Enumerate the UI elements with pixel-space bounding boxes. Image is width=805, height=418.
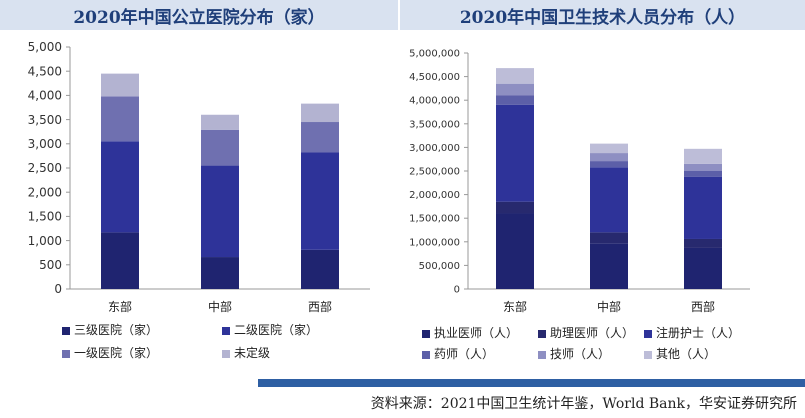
x-category-label: 中部 [597, 299, 621, 314]
y-tick-label: 3,000,000 [409, 143, 460, 154]
legend-label: 三级医院（家） [74, 322, 158, 337]
legend-swatch [422, 330, 430, 338]
y-tick-label: 1,500 [28, 210, 62, 224]
footer-divider [258, 379, 805, 387]
health-staff-distribution-chart: 0 500,000 1,000,000 1,500,000 2,000,000 2,500… [409, 49, 750, 361]
legend-swatch [222, 350, 230, 358]
legend-label: 其他（人） [656, 347, 716, 361]
bar-segment [496, 213, 534, 289]
source-note: 资料来源：2021中国卫生统计年鉴，World Bank，华安证券研究所 [370, 396, 797, 412]
bar-segment [684, 148, 722, 164]
bar-segment [496, 201, 534, 214]
y-tick-label: 1,500,000 [409, 214, 460, 225]
hospital-distribution-chart: 0 500 1,000 1,500 2,000 2,500 3,000 3,500 4,000 4… [28, 40, 370, 360]
y-tick-label: 1,000,000 [409, 237, 460, 248]
bar-segment [684, 176, 722, 239]
y-tick-label: 2,000,000 [409, 190, 460, 201]
y-tick-label: 0 [54, 282, 62, 296]
y-tick-label: 4,500,000 [409, 72, 460, 83]
bar-segment [496, 104, 534, 202]
bar-segment [590, 167, 628, 233]
x-category-label: 西部 [308, 299, 332, 314]
bar-segment [590, 143, 628, 154]
bar-segment [201, 257, 239, 289]
bar-segment [684, 171, 722, 177]
y-tick-label: 500 [39, 258, 62, 272]
y-tick-label: 3,500,000 [409, 119, 460, 130]
y-tick-label: 1,000 [28, 234, 62, 248]
legend-swatch [422, 351, 430, 359]
x-category-label: 中部 [208, 299, 232, 314]
legend-label: 执业医师（人） [434, 326, 518, 340]
y-tick-label: 2,500 [28, 161, 62, 175]
left-chart-title: 2020年中国公立医院分布（家） [0, 0, 398, 30]
x-category-label: 西部 [691, 299, 715, 314]
y-tick-label: 5,000,000 [409, 49, 460, 60]
legend-label: 一级医院（家） [74, 345, 158, 360]
y-tick-label: 2,500,000 [409, 167, 460, 178]
bar-segment [301, 103, 339, 123]
bar-segment [301, 122, 339, 153]
bar-segment [101, 73, 139, 97]
legend-label: 二级医院（家） [234, 322, 318, 337]
bar-segment [201, 165, 239, 258]
legend-label: 未定级 [234, 345, 270, 360]
y-tick-label: 4,000 [28, 89, 62, 103]
y-tick-label: 3,000 [28, 137, 62, 151]
legend-swatch [644, 330, 652, 338]
legend-label: 药师（人） [434, 347, 494, 361]
bar-segment [684, 247, 722, 289]
bar-segment [101, 141, 139, 233]
bar-segment [301, 249, 339, 289]
bar-segment [496, 95, 534, 105]
bar-segment [201, 129, 239, 166]
bar-segment [684, 163, 722, 171]
legend-swatch [62, 327, 70, 335]
legend-swatch [222, 327, 230, 335]
bar-segment [590, 153, 628, 162]
bar-segment [590, 243, 628, 289]
bar-segment [684, 238, 722, 248]
right-chart-title: 2020年中国卫生技术人员分布（人） [400, 0, 805, 30]
x-category-label: 东部 [503, 299, 527, 314]
bar-segment [496, 68, 534, 84]
legend-label: 技师（人） [550, 347, 610, 361]
bar-segment [590, 232, 628, 244]
legend-swatch [538, 351, 546, 359]
charts-canvas: 0 500 1,000 1,500 2,000 2,500 3,000 3,500 4,000 4… [28, 40, 750, 361]
legend-swatch [62, 350, 70, 358]
bar-segment [496, 83, 534, 96]
bar-segment [301, 152, 339, 250]
legend-label: 注册护士（人） [656, 325, 740, 340]
y-tick-label: 4,000,000 [409, 96, 460, 107]
bar-segment [101, 232, 139, 289]
y-tick-label: 4,500 [28, 64, 62, 78]
bar-segment [101, 96, 139, 142]
y-tick-label: 500,000 [419, 261, 460, 272]
y-tick-label: 2,000 [28, 185, 62, 199]
x-category-label: 东部 [108, 299, 132, 314]
bar-segment [201, 114, 239, 130]
legend-label: 助理医师（人） [550, 326, 634, 340]
y-tick-label: 3,500 [28, 113, 62, 127]
y-tick-label: 0 [454, 285, 460, 296]
legend-swatch [538, 330, 546, 338]
bar-segment [590, 161, 628, 168]
y-tick-label: 5,000 [28, 40, 62, 54]
legend-swatch [644, 351, 652, 359]
